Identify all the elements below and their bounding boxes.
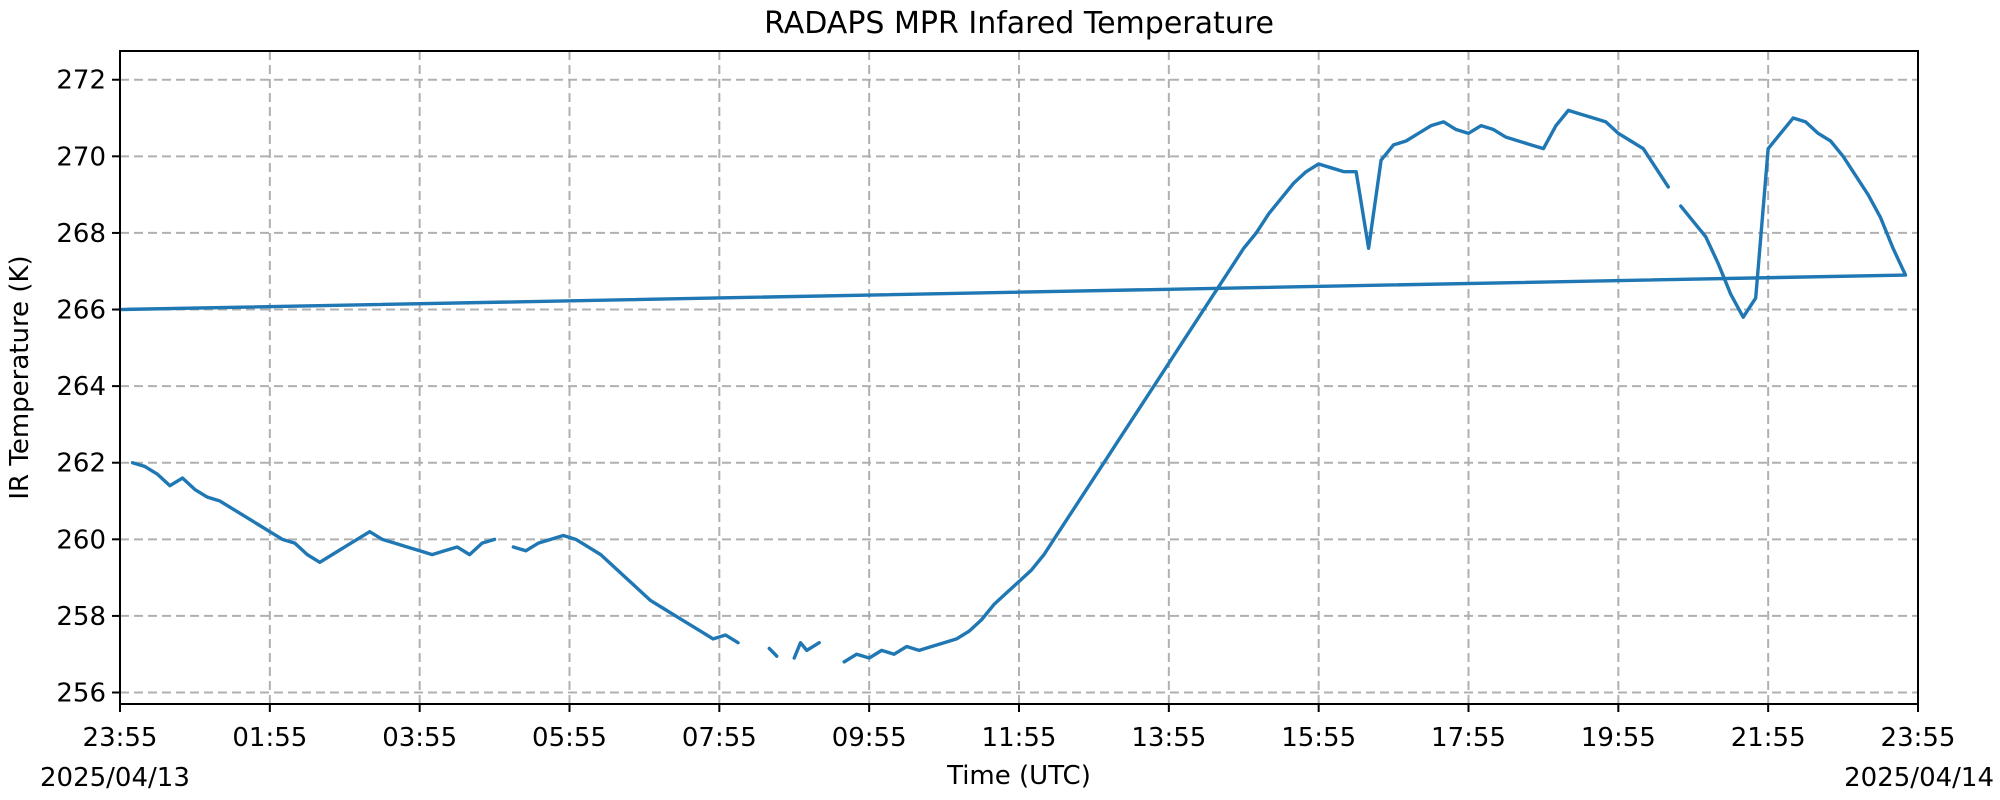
- x-tick-label: 21:55: [1731, 723, 1806, 753]
- axis-ticks: 23:55 01:55 03:55 05:55 07:55 09:55 11:55 13:55…: [56, 66, 1955, 753]
- x-axis-label: Time (UTC): [946, 761, 1091, 791]
- x-start-date-label: 2025/04/13: [40, 763, 190, 793]
- y-tick-label: 272: [56, 66, 106, 96]
- y-tick-label: 260: [56, 525, 106, 555]
- series-layer: [118, 108, 1908, 664]
- series-line-segment: [767, 646, 779, 658]
- y-tick-label: 270: [56, 142, 106, 172]
- series-line-segment: [511, 533, 740, 645]
- y-tick-label: 262: [56, 449, 106, 479]
- y-axis-label: IR Temperature (K): [5, 255, 35, 499]
- y-tick-label: 264: [56, 372, 106, 402]
- x-tick-label: 01:55: [232, 723, 307, 753]
- grid-lines: [120, 51, 1918, 704]
- x-tick-label: 23:55: [83, 723, 158, 753]
- y-tick-label: 256: [56, 679, 106, 709]
- x-tick-label: 23:55: [1881, 723, 1956, 753]
- series-line-segment: [130, 461, 497, 564]
- x-tick-label: 19:55: [1581, 723, 1656, 753]
- x-tick-label: 11:55: [982, 723, 1057, 753]
- chart-title: RADAPS MPR Infared Temperature: [764, 6, 1274, 41]
- series-line-segment: [118, 116, 1908, 319]
- x-tick-label: 03:55: [382, 723, 457, 753]
- x-tick-label: 09:55: [832, 723, 907, 753]
- y-tick-label: 268: [56, 219, 106, 249]
- x-tick-label: 17:55: [1431, 723, 1506, 753]
- y-tick-label: 266: [56, 296, 106, 326]
- x-end-date-label: 2025/04/14: [1844, 763, 1994, 793]
- x-tick-label: 05:55: [532, 723, 607, 753]
- x-tick-label: 15:55: [1281, 723, 1356, 753]
- x-tick-label: 13:55: [1131, 723, 1206, 753]
- x-tick-label: 07:55: [682, 723, 757, 753]
- y-tick-label: 258: [56, 602, 106, 632]
- series-line-segment: [792, 641, 821, 660]
- series-line-segment: [842, 108, 1670, 664]
